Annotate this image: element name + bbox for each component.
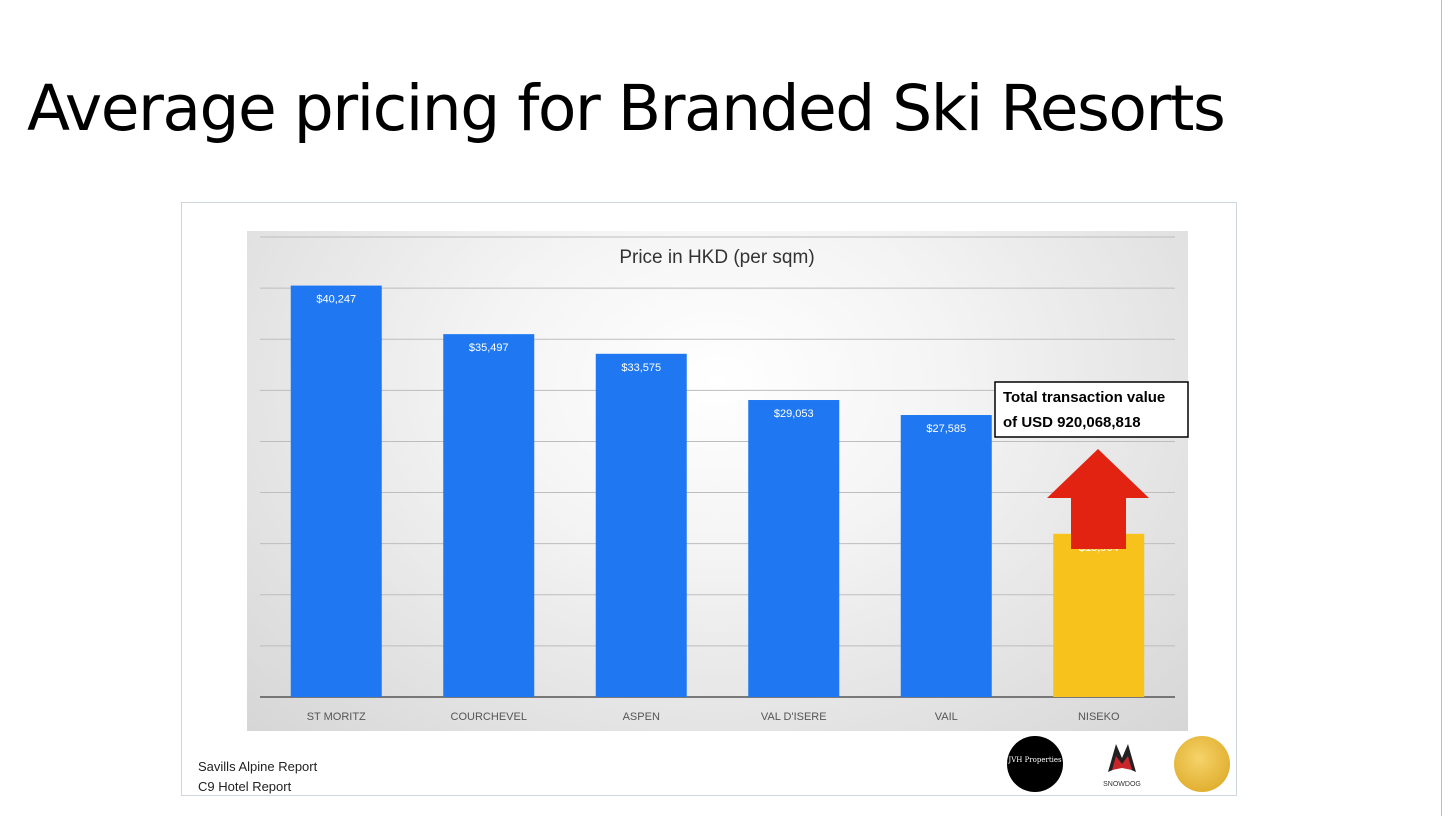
annotation-line-2: of USD 920,068,818 [1003, 414, 1141, 431]
category-label: ASPEN [623, 711, 660, 723]
bar-st-moritz [290, 285, 382, 697]
jvh-logo-text: JVH Properties [1008, 756, 1062, 764]
annotation-line-1: Total transaction value [1003, 389, 1165, 406]
jvh-properties-logo: JVH Properties [1007, 736, 1063, 792]
category-label: VAIL [935, 711, 958, 723]
category-label: NISEKO [1078, 711, 1120, 723]
source-line-2: C9 Hotel Report [198, 779, 292, 794]
bar-courchevel [443, 334, 535, 697]
gold-emblem-logo [1174, 736, 1230, 792]
annotation-box: Total transaction value of USD 920,068,8… [994, 381, 1189, 438]
bar-val-d-isere [748, 400, 840, 697]
data-label: $33,575 [621, 362, 661, 374]
data-label: $29,053 [774, 408, 814, 420]
data-labels: $40,247$35,497$33,575$29,053$27,585$15,9… [316, 294, 1118, 554]
chart-title: Price in HKD (per sqm) [619, 247, 814, 268]
source-notes: Savills Alpine Report C9 Hotel Report [198, 757, 317, 797]
category-label: VAL D'ISERE [761, 711, 827, 723]
data-label: $35,497 [469, 342, 509, 354]
snowdog-icon: SNOWDOG [1103, 744, 1141, 788]
up-arrow-icon [1047, 449, 1149, 549]
data-label: $27,585 [926, 423, 966, 435]
source-line-1: Savills Alpine Report [198, 759, 318, 774]
category-labels: ST MORITZ COURCHEVEL ASPEN VAL D'ISERE VAIL N… [307, 711, 1120, 723]
slide-edge-rule [1441, 0, 1442, 816]
chart-plot-area [247, 231, 1188, 731]
bar-aspen [595, 353, 687, 697]
category-label: ST MORITZ [307, 711, 366, 723]
snowdog-logo-text: SNOWDOG [1103, 781, 1141, 788]
category-label: COURCHEVEL [451, 711, 527, 723]
grid-lines [260, 236, 1175, 698]
slide-title: Average pricing for Branded Ski Resorts [27, 72, 1226, 145]
bar-vail [900, 415, 992, 697]
bars [290, 285, 1145, 697]
data-label: $40,247 [316, 294, 356, 306]
bar-niseko [1053, 533, 1145, 697]
snowdog-logo: SNOWDOG [1094, 736, 1150, 792]
